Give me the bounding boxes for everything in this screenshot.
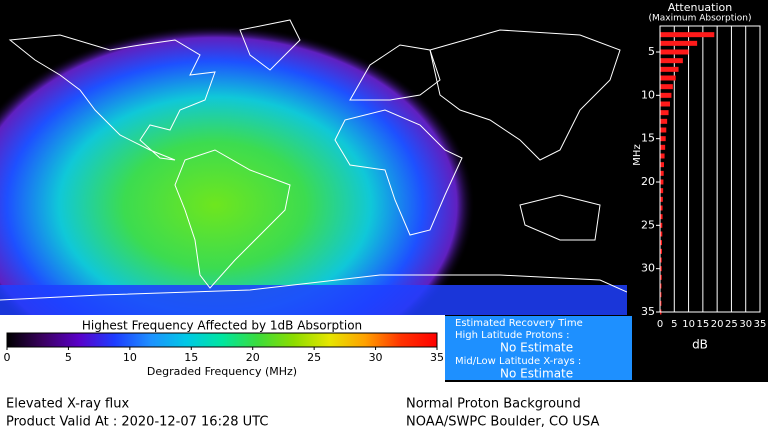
- footer-text: NOAA/SWPC Boulder, CO USA: [406, 415, 599, 430]
- y-tick-label: 15: [641, 132, 655, 145]
- bar: [660, 274, 662, 280]
- recovery-value: No Estimate: [500, 341, 573, 355]
- bar: [660, 300, 662, 306]
- bar: [660, 49, 689, 55]
- bar: [660, 92, 672, 98]
- colorbar-tick-label: 35: [430, 351, 444, 364]
- bar: [660, 162, 664, 168]
- bar: [660, 240, 662, 246]
- bar: [660, 144, 666, 150]
- bar: [660, 32, 715, 38]
- continent-outline: [239, 19, 301, 71]
- recovery-box: [445, 316, 632, 380]
- bar: [660, 231, 663, 237]
- colorbar-label: Degraded Frequency (MHz): [147, 365, 297, 378]
- continent-outline: [429, 29, 621, 161]
- colorbar-tick-label: 5: [65, 351, 72, 364]
- map: [0, 19, 627, 315]
- y-tick-label: 10: [641, 88, 655, 101]
- bar: [660, 248, 662, 254]
- bar: [660, 257, 662, 263]
- bar: [660, 75, 676, 81]
- recovery-value: No Estimate: [500, 367, 573, 381]
- bar: [660, 214, 663, 220]
- bar: [660, 283, 662, 289]
- x-tick-label: 35: [754, 319, 767, 330]
- x-tick-label: 10: [682, 319, 695, 330]
- bar: [660, 84, 673, 90]
- bar: [660, 58, 683, 64]
- x-tick-label: 5: [671, 319, 677, 330]
- continent-outline: [0, 274, 627, 301]
- colorbar-tick-label: 10: [123, 351, 137, 364]
- continent-outline: [519, 194, 601, 241]
- y-tick-label: 30: [641, 262, 655, 275]
- bar: [660, 170, 664, 176]
- y-axis-label: MHz: [632, 144, 643, 165]
- polar-region: [0, 285, 627, 315]
- bar: [660, 110, 669, 116]
- plot-frame: [659, 25, 761, 313]
- colorbar-tick-label: 0: [4, 351, 11, 364]
- x-tick-label: 25: [725, 319, 738, 330]
- bar: [660, 101, 670, 107]
- recovery-label: Mid/Low Latitude X-rays :: [455, 356, 581, 367]
- bar: [660, 205, 663, 211]
- y-tick-label: 5: [648, 45, 655, 58]
- x-tick-label: 0: [657, 319, 663, 330]
- continent-outline: [174, 149, 291, 289]
- footer-text: Elevated X-ray flux: [6, 397, 129, 412]
- bar: [660, 179, 664, 185]
- continent-outline: [8, 34, 216, 161]
- bar: [660, 292, 662, 298]
- bar: [660, 127, 667, 133]
- y-tick-label: 35: [641, 305, 655, 318]
- colorbar-tick-label: 25: [307, 351, 321, 364]
- bar: [660, 196, 663, 202]
- y-tick-label: 20: [641, 175, 655, 188]
- recovery-label: High Latitude Protons :: [455, 330, 570, 341]
- x-tick-label: 30: [739, 319, 752, 330]
- bar: [660, 266, 662, 272]
- colorbar-tick-label: 20: [246, 351, 260, 364]
- y-tick-label: 25: [641, 218, 655, 231]
- footer-text: Normal Proton Background: [406, 397, 581, 412]
- bar: [660, 153, 665, 159]
- absorption-region: [0, 25, 475, 315]
- colorbar-title: Highest Frequency Affected by 1dB Absorp…: [82, 319, 362, 333]
- bar: [660, 66, 679, 72]
- bar: [660, 188, 664, 194]
- colorbar-tick-label: 30: [369, 351, 383, 364]
- bar: [660, 136, 666, 142]
- x-axis-label: dB: [692, 338, 708, 352]
- colorbar-background: [0, 315, 445, 385]
- continent-outline: [334, 109, 463, 236]
- chart-subtitle: (Maximum Absorption): [649, 14, 752, 24]
- x-tick-label: 20: [711, 319, 724, 330]
- recovery-title: Estimated Recovery Time: [455, 318, 583, 329]
- colorbar: [6, 332, 438, 348]
- footer-text: Product Valid At : 2020-12-07 16:28 UTC: [6, 415, 268, 430]
- colorbar-tick-label: 15: [184, 351, 198, 364]
- bar: [660, 40, 698, 46]
- chart-title: Attenuation: [668, 1, 733, 14]
- bar: [660, 222, 663, 228]
- x-tick-label: 15: [696, 319, 709, 330]
- bar: [660, 118, 668, 124]
- continent-outline: [349, 44, 441, 101]
